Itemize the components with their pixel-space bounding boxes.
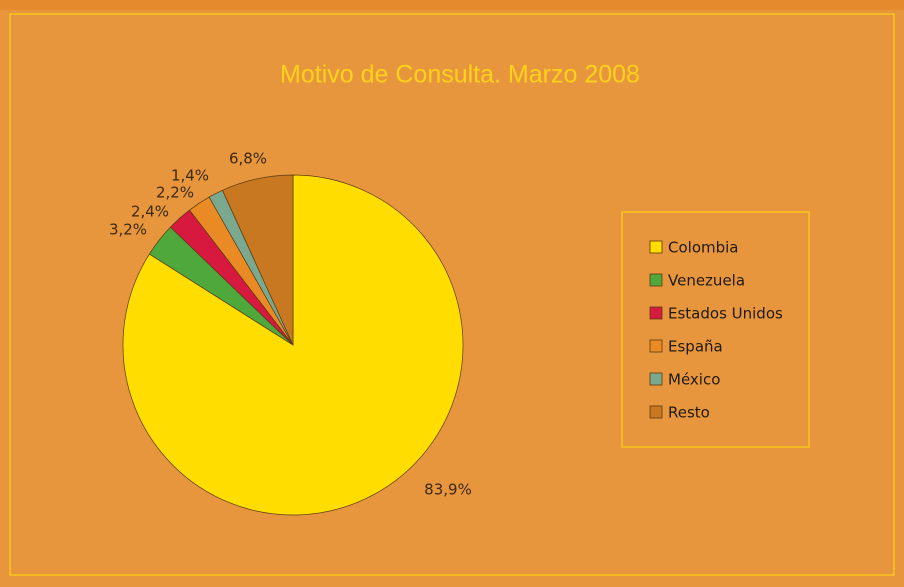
legend-label: España (668, 338, 723, 356)
legend-swatch (649, 372, 663, 386)
legend-label: Colombia (668, 239, 739, 257)
legend-swatch (649, 405, 663, 419)
pie-slice (122, 174, 464, 516)
frame (9, 13, 895, 576)
chart-title: Motivo de Consulta. Marzo 2008 (280, 61, 640, 89)
legend-swatch (649, 273, 663, 287)
legend-swatch (649, 339, 663, 353)
data-label: 3,2% (109, 221, 147, 239)
legend-swatch (649, 306, 663, 320)
data-label: 6,8% (229, 150, 267, 168)
legend-box (621, 211, 810, 448)
data-label: 2,2% (156, 184, 194, 202)
legend-label: Venezuela (668, 272, 745, 290)
data-label: 1,4% (171, 167, 209, 185)
data-label: 2,4% (131, 203, 169, 221)
top-band (0, 0, 904, 10)
legend-label: México (668, 371, 720, 389)
legend-swatch (649, 240, 663, 254)
legend-label: Estados Unidos (668, 305, 783, 323)
legend-label: Resto (668, 404, 710, 422)
pie-slice (222, 174, 294, 346)
data-label: 83,9% (424, 481, 472, 499)
